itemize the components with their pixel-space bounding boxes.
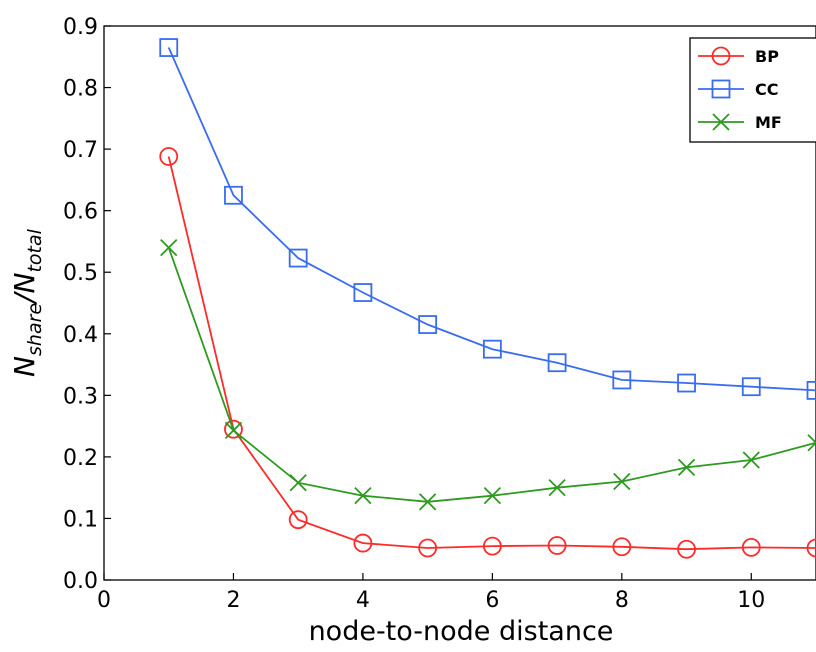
x-tick-label: 0: [97, 588, 111, 613]
series-mf: [161, 240, 816, 510]
x-tick-label: 6: [485, 588, 499, 613]
series-line-bp: [169, 157, 816, 550]
legend: BP CC MF: [690, 38, 816, 142]
x-axis-label: node-to-node distance: [309, 616, 614, 647]
y-tick-label: 0.5: [63, 261, 98, 286]
x-tick-label: 10: [737, 588, 765, 613]
y-tick-label: 0.8: [63, 77, 98, 102]
y-tick-label: 0.2: [63, 446, 98, 471]
legend-label-bp: BP: [755, 47, 779, 66]
svg-text:Nshare/Ntotal: Nshare/Ntotal: [8, 228, 46, 377]
series-line-mf: [169, 248, 816, 502]
data-point-mf: [161, 240, 177, 256]
y-tick-label: 0.3: [63, 384, 98, 409]
x-tick-label: 2: [226, 588, 240, 613]
y-axis-label: Nshare/Ntotal: [8, 228, 46, 377]
y-tick-label: 0.6: [63, 200, 98, 225]
y-label-den-sub: total: [24, 228, 46, 272]
legend-frame: [690, 38, 816, 142]
data-point-mf: [808, 435, 816, 451]
y-label-num-sub: share: [24, 303, 46, 356]
y-tick-label: 0.4: [63, 323, 98, 348]
data-point-mf: [225, 422, 241, 438]
y-label-num-base: N: [8, 356, 41, 377]
legend-label-cc: CC: [755, 80, 778, 99]
y-tick-label: 0.0: [63, 569, 98, 594]
y-tick-label: 0.1: [63, 507, 98, 532]
y-label-den-base: N: [8, 272, 41, 293]
legend-label-mf: MF: [755, 113, 782, 132]
x-tick-label: 4: [356, 588, 370, 613]
x-tick-label: 8: [615, 588, 629, 613]
y-tick-label: 0.7: [63, 138, 98, 163]
data-point-mf: [290, 475, 306, 491]
y-tick-label: 0.9: [63, 15, 98, 40]
